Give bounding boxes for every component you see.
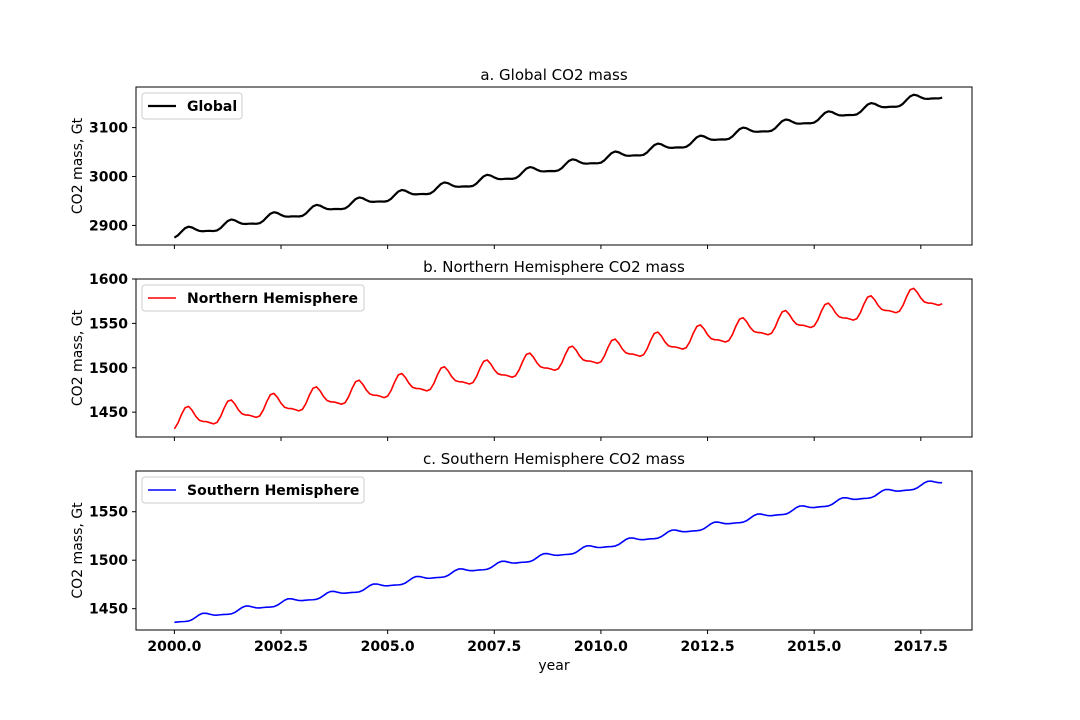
legend: Northern Hemisphere: [141, 284, 365, 312]
series-line-2-0: [174, 480, 943, 624]
x-tick-label: 2005.0: [361, 639, 415, 655]
x-tick-label: 2002.5: [254, 639, 308, 655]
axes-frame: [135, 470, 973, 631]
x-tick-label: 2010.0: [574, 639, 628, 655]
y-tick-label: 1600: [89, 272, 128, 288]
y-tick-label: 3000: [89, 170, 128, 186]
y-tick-label: 1550: [89, 316, 128, 332]
x-tick-label: 2000.0: [147, 639, 201, 655]
x-tick-label: 2012.5: [681, 639, 735, 655]
axes-frame: [135, 86, 973, 246]
panel-2: c. Southern Hemisphere CO2 mass CO2 mass,…: [70, 450, 973, 674]
x-axis-label: year: [538, 658, 569, 674]
y-tick-label: 3100: [89, 121, 128, 137]
y-tick-label: 1450: [89, 405, 128, 421]
legend-box: [141, 284, 365, 312]
chart-title: c. Southern Hemisphere CO2 mass: [423, 450, 685, 468]
panel-1: b. Northern Hemisphere CO2 mass CO2 mass,…: [70, 258, 973, 441]
series-line-0-0: [173, 93, 943, 239]
series-line-1-0: [173, 287, 943, 430]
chart-title: b. Northern Hemisphere CO2 mass: [423, 258, 685, 276]
legend: Southern Hemisphere: [141, 476, 365, 504]
legend-box: [141, 92, 243, 120]
y-tick-label: 1450: [89, 602, 128, 618]
y-tick-label: 1550: [89, 505, 128, 521]
y-axis-label: CO2 mass, Gt: [70, 309, 86, 406]
y-tick-label: 2900: [89, 218, 128, 234]
legend-label: Northern Hemisphere: [187, 291, 358, 307]
y-axis-label: CO2 mass, Gt: [70, 117, 86, 214]
legend: Global: [141, 92, 243, 120]
x-tick-label: 2017.5: [894, 639, 948, 655]
legend-box: [141, 476, 365, 504]
axes-frame: [135, 278, 973, 438]
x-tick-label: 2015.0: [787, 639, 841, 655]
y-tick-label: 1500: [89, 361, 128, 377]
y-axis-label: CO2 mass, Gt: [70, 502, 86, 599]
chart-title: a. Global CO2 mass: [480, 66, 628, 84]
y-tick-label: 1500: [89, 553, 128, 569]
legend-label: Southern Hemisphere: [187, 483, 359, 499]
x-tick-label: 2007.5: [467, 639, 521, 655]
legend-label: Global: [187, 99, 237, 115]
